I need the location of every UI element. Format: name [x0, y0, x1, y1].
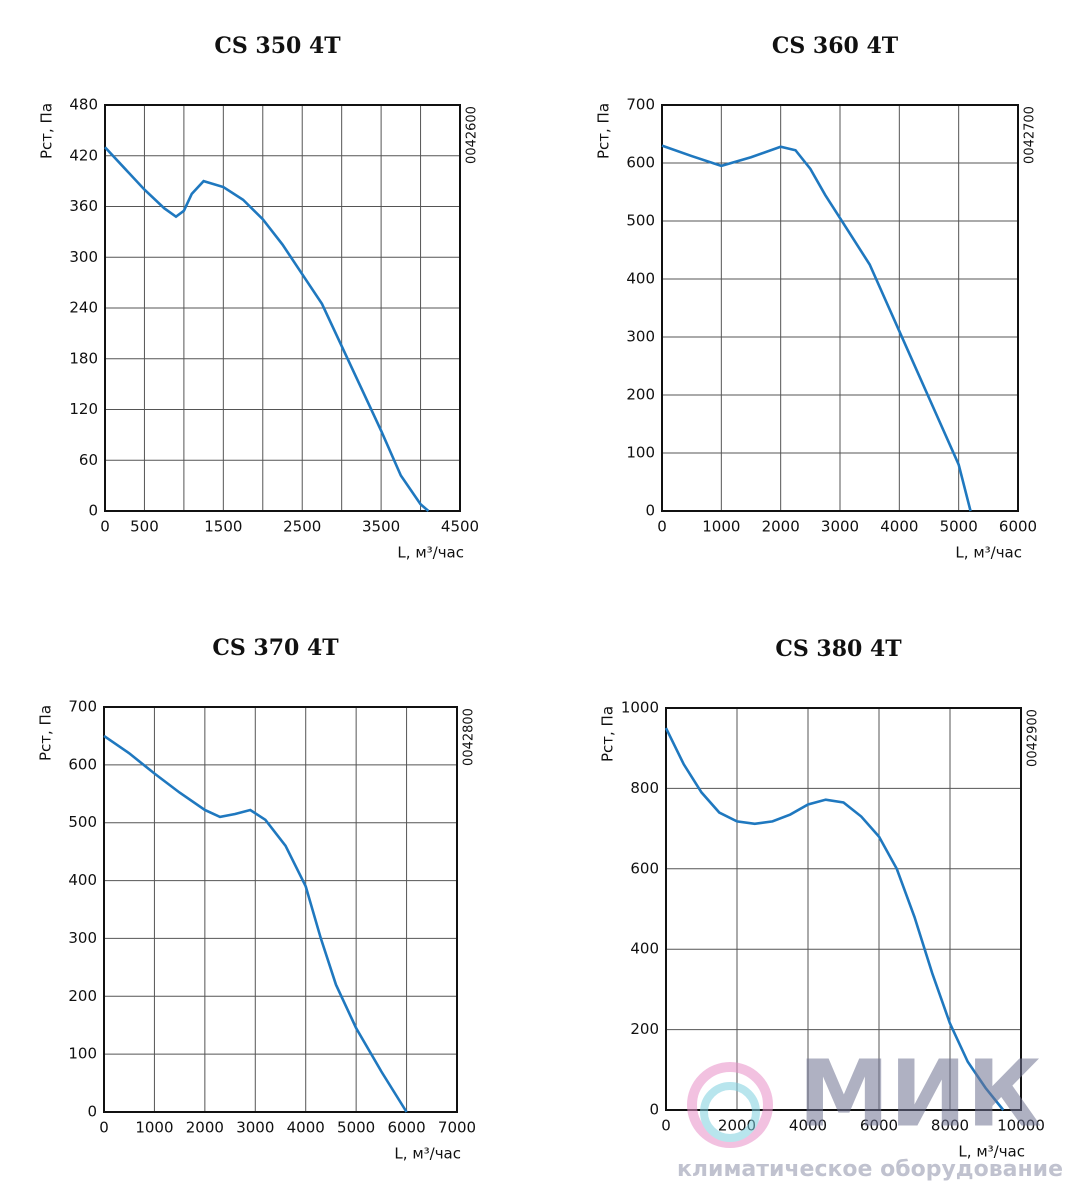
- x-tick-label: 8000: [931, 1117, 969, 1135]
- y-tick-label: 0: [649, 1101, 659, 1119]
- x-tick-label: 0: [100, 518, 110, 536]
- y-tick-label: 500: [68, 813, 97, 831]
- x-tick-label: 1500: [204, 518, 242, 536]
- x-tick-label: 4000: [880, 518, 918, 536]
- x-tick-label: 4000: [789, 1117, 827, 1135]
- y-tick-label: 0: [645, 502, 655, 520]
- x-axis-label: L, м³/час: [955, 544, 1022, 562]
- x-axis-label: L, м³/час: [958, 1143, 1025, 1161]
- plot-frame: [661, 104, 1019, 512]
- curve: [661, 144, 972, 512]
- y-tick-label: 300: [626, 328, 655, 346]
- y-tick-label: 360: [69, 197, 98, 215]
- watermark: МИК климатическое оборудование: [677, 1040, 1063, 1182]
- plot-frame: [103, 706, 458, 1113]
- watermark-logo: МИК: [798, 1040, 1042, 1147]
- y-tick-label: 100: [626, 444, 655, 462]
- x-tick-label: 4000: [287, 1119, 325, 1137]
- x-tick-label: 0: [661, 1117, 671, 1135]
- x-axis-label: L, м³/час: [394, 1145, 461, 1163]
- x-axis-label: L, м³/час: [397, 544, 464, 562]
- y-tick-label: 200: [626, 386, 655, 404]
- code-label: 0042700: [1023, 106, 1038, 164]
- y-axis-label: Pст, Па: [38, 103, 56, 159]
- chart: CS 360 4T 0 100 200 300 400 500 600 700 0 1000 2000…: [595, 33, 1038, 562]
- y-axis-label: Pст, Па: [599, 706, 617, 762]
- code-label: 0042800: [462, 708, 477, 766]
- y-tick-label: 180: [69, 349, 98, 367]
- y-tick-label: 480: [69, 96, 98, 114]
- watermark-tagline: климатическое оборудование: [677, 1157, 1063, 1182]
- y-tick-label: 200: [630, 1020, 659, 1038]
- y-tick-label: 420: [69, 146, 98, 164]
- x-tick-label: 6000: [860, 1117, 898, 1135]
- x-tick-label: 6000: [387, 1119, 425, 1137]
- chart-title: CS 360 4T: [772, 33, 899, 59]
- curve: [104, 146, 430, 512]
- y-tick-label: 120: [69, 400, 98, 418]
- x-tick-label: 1000: [702, 518, 740, 536]
- x-tick-label: 1000: [135, 1119, 173, 1137]
- x-tick-label: 5000: [940, 518, 978, 536]
- y-tick-label: 400: [68, 871, 97, 889]
- chart-title: CS 380 4T: [775, 636, 902, 662]
- y-tick-label: 1000: [621, 699, 659, 717]
- y-tick-label: 700: [626, 96, 655, 114]
- x-tick-label: 3500: [362, 518, 400, 536]
- logo-ring: [700, 1082, 760, 1142]
- x-tick-label: 4500: [441, 518, 479, 536]
- x-tick-label: 500: [130, 518, 159, 536]
- logo-ring: [687, 1062, 773, 1148]
- code-label: 0042600: [465, 106, 480, 164]
- x-tick-label: 2000: [186, 1119, 224, 1137]
- x-tick-label: 3000: [821, 518, 859, 536]
- x-tick-label: 10000: [997, 1117, 1045, 1135]
- y-tick-label: 100: [68, 1045, 97, 1063]
- chart: CS 350 4T 0 60 120 180 240 300 360 420 480 0 500 150…: [38, 33, 480, 562]
- y-tick-label: 60: [79, 451, 98, 469]
- y-tick-label: 700: [68, 698, 97, 716]
- x-tick-label: 5000: [337, 1119, 375, 1137]
- chart-title: CS 370 4T: [212, 635, 339, 661]
- x-tick-label: 6000: [999, 518, 1037, 536]
- x-tick-label: 2500: [283, 518, 321, 536]
- y-tick-label: 0: [87, 1103, 97, 1121]
- x-tick-label: 3000: [236, 1119, 274, 1137]
- curve: [664, 727, 1005, 1111]
- x-tick-label: 2000: [762, 518, 800, 536]
- chart-title: CS 350 4T: [214, 33, 341, 59]
- code-label: 0042900: [1026, 709, 1041, 767]
- y-tick-label: 400: [630, 940, 659, 958]
- y-axis-label: Pст, Па: [37, 705, 55, 761]
- y-tick-label: 500: [626, 212, 655, 230]
- y-tick-label: 600: [626, 154, 655, 172]
- curve: [103, 734, 408, 1113]
- y-tick-label: 200: [68, 987, 97, 1005]
- x-tick-label: 0: [657, 518, 667, 536]
- y-tick-label: 400: [626, 270, 655, 288]
- plot-frame: [104, 104, 461, 512]
- y-tick-label: 300: [68, 929, 97, 947]
- y-tick-label: 0: [88, 502, 98, 520]
- y-tick-label: 300: [69, 248, 98, 266]
- y-tick-label: 600: [68, 755, 97, 773]
- y-tick-label: 600: [630, 859, 659, 877]
- plot-frame: [665, 707, 1022, 1111]
- x-tick-label: 0: [99, 1119, 109, 1137]
- y-axis-label: Pст, Па: [595, 103, 613, 159]
- y-tick-label: 240: [69, 299, 98, 317]
- x-tick-label: 7000: [438, 1119, 476, 1137]
- y-tick-label: 800: [630, 779, 659, 797]
